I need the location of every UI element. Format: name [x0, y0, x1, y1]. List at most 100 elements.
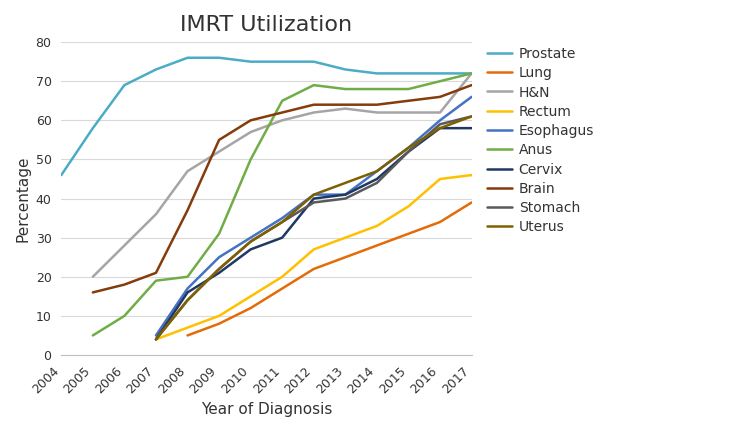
Esophagus	[246, 235, 255, 240]
Brain	[340, 102, 350, 107]
H&N	[467, 71, 476, 76]
H&N	[340, 106, 350, 111]
Brain	[436, 94, 445, 99]
Lung	[183, 333, 192, 338]
Prostate	[214, 55, 223, 60]
Prostate	[340, 67, 350, 72]
Line: Lung: Lung	[188, 203, 472, 335]
H&N	[183, 168, 192, 174]
Lung	[214, 321, 223, 326]
Esophagus	[340, 192, 350, 197]
Esophagus	[436, 118, 445, 123]
Line: Uterus: Uterus	[156, 116, 472, 340]
Cervix	[246, 247, 255, 252]
Brain	[120, 282, 129, 287]
Lung	[309, 267, 318, 272]
Prostate	[183, 55, 192, 60]
Cervix	[183, 290, 192, 295]
Anus	[373, 86, 382, 92]
Lung	[467, 200, 476, 205]
Stomach	[340, 196, 350, 201]
Anus	[467, 71, 476, 76]
Anus	[309, 83, 318, 88]
Legend: Prostate, Lung, H&N, Rectum, Esophagus, Anus, Cervix, Brain, Stomach, Uterus: Prostate, Lung, H&N, Rectum, Esophagus, …	[483, 43, 598, 238]
Line: Anus: Anus	[93, 73, 472, 335]
H&N	[88, 274, 98, 280]
Brain	[404, 98, 413, 103]
Stomach	[278, 219, 286, 225]
Esophagus	[309, 192, 318, 197]
Prostate	[152, 67, 160, 72]
Uterus	[373, 168, 382, 174]
H&N	[309, 110, 318, 115]
Stomach	[467, 114, 476, 119]
Uterus	[309, 192, 318, 197]
Uterus	[214, 267, 223, 272]
Anus	[120, 313, 129, 318]
Uterus	[278, 219, 286, 225]
Line: Cervix: Cervix	[156, 128, 472, 340]
Stomach	[309, 200, 318, 205]
Prostate	[278, 59, 286, 64]
Cervix	[467, 126, 476, 131]
Cervix	[152, 337, 160, 342]
Anus	[404, 86, 413, 92]
Uterus	[246, 239, 255, 244]
H&N	[120, 243, 129, 248]
Lung	[373, 243, 382, 248]
Uterus	[467, 114, 476, 119]
H&N	[404, 110, 413, 115]
Brain	[309, 102, 318, 107]
Anus	[340, 86, 350, 92]
Cervix	[278, 235, 286, 240]
H&N	[214, 149, 223, 154]
H&N	[373, 110, 382, 115]
Brain	[214, 137, 223, 143]
Brain	[373, 102, 382, 107]
H&N	[152, 212, 160, 217]
Rectum	[246, 294, 255, 299]
Stomach	[373, 180, 382, 185]
Uterus	[436, 126, 445, 131]
Uterus	[340, 180, 350, 185]
X-axis label: Year of Diagnosis: Year of Diagnosis	[201, 402, 332, 417]
Prostate	[467, 71, 476, 76]
Anus	[246, 157, 255, 162]
Esophagus	[214, 254, 223, 260]
Stomach	[152, 337, 160, 342]
Anus	[183, 274, 192, 280]
Rectum	[467, 172, 476, 178]
Stomach	[214, 267, 223, 272]
Prostate	[404, 71, 413, 76]
H&N	[436, 110, 445, 115]
Rectum	[214, 313, 223, 318]
Esophagus	[404, 145, 413, 150]
Prostate	[57, 172, 66, 178]
Anus	[436, 79, 445, 84]
Prostate	[373, 71, 382, 76]
Rectum	[309, 247, 318, 252]
Stomach	[436, 122, 445, 127]
Rectum	[436, 176, 445, 181]
Cervix	[214, 270, 223, 276]
Brain	[278, 110, 286, 115]
Anus	[214, 231, 223, 236]
Stomach	[246, 239, 255, 244]
Line: Esophagus: Esophagus	[156, 97, 472, 335]
Esophagus	[278, 216, 286, 221]
Uterus	[183, 298, 192, 303]
Line: Prostate: Prostate	[62, 58, 472, 175]
Brain	[467, 83, 476, 88]
Brain	[246, 118, 255, 123]
Esophagus	[373, 168, 382, 174]
Rectum	[183, 325, 192, 330]
Line: H&N: H&N	[93, 73, 472, 277]
Rectum	[340, 235, 350, 240]
Lung	[246, 305, 255, 311]
Anus	[278, 98, 286, 103]
Cervix	[436, 126, 445, 131]
Stomach	[404, 149, 413, 154]
Cervix	[404, 149, 413, 154]
Esophagus	[152, 333, 160, 338]
Rectum	[404, 204, 413, 209]
